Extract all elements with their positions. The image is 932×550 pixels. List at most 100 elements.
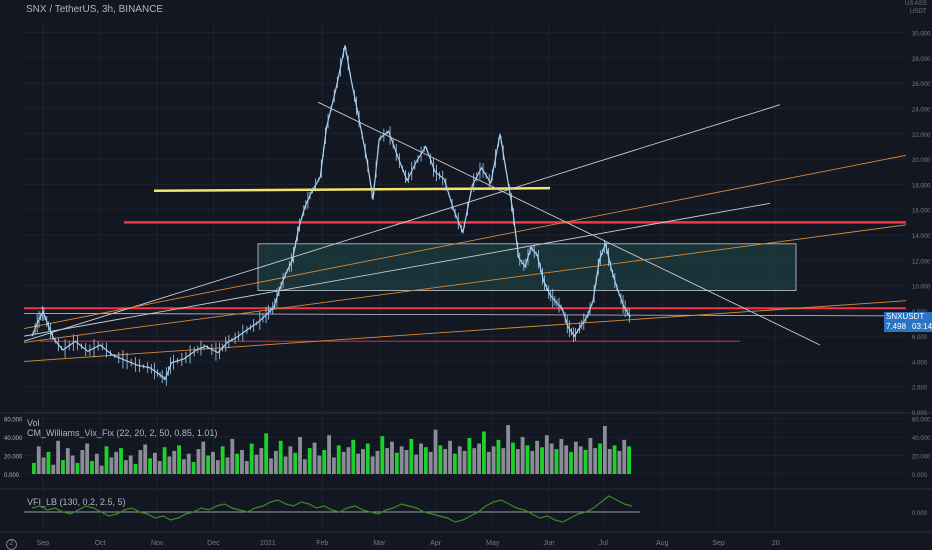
vix-tick-label: 60.000	[912, 418, 931, 424]
currency-top: US ASS	[905, 1, 927, 7]
vix-bar	[530, 450, 535, 474]
price-tick-label: 30.000	[912, 32, 931, 38]
vix-bar	[482, 431, 486, 474]
vix-bar	[51, 464, 56, 474]
time-tick-label: 2021	[260, 540, 276, 547]
vix-bar	[302, 459, 307, 474]
vix-tick-label: 20.000	[912, 455, 931, 461]
vix-bar	[317, 455, 322, 474]
vix-bar	[583, 450, 588, 474]
vix-bar	[259, 448, 264, 474]
vfi-tick-label: 0.000	[912, 511, 928, 517]
vix-bar	[394, 452, 399, 474]
price-series	[31, 45, 631, 386]
vix-bar	[298, 437, 302, 474]
time-tick-label: Mar	[373, 540, 386, 547]
price-badge-symbol: SNXUSDT	[886, 312, 925, 321]
price-tick-label: 10.000	[912, 285, 931, 291]
price-tick-label: 0.000	[912, 411, 928, 417]
vix-bar	[75, 462, 80, 474]
range-box	[257, 243, 797, 292]
z-icon[interactable]: Z	[6, 539, 17, 550]
vix-bar	[283, 456, 288, 474]
vix-left-label: 0.000	[4, 473, 20, 479]
vix-bar	[196, 449, 201, 474]
vix-bar	[496, 439, 501, 474]
vix-bar	[385, 448, 390, 474]
price-tick-label: 4.000	[912, 360, 928, 366]
vix-indicator-label[interactable]: CM_Williams_Vix_Fix (22, 20, 2, 50, 0.85…	[27, 428, 218, 438]
vfi-pane	[24, 495, 640, 523]
vix-bar	[549, 443, 554, 474]
trend-line	[23, 224, 907, 343]
vix-bar	[511, 442, 515, 474]
vix-bar	[627, 446, 631, 474]
vix-bar	[46, 451, 51, 474]
vix-bar	[41, 457, 46, 474]
vix-bar	[617, 450, 622, 474]
vix-left-label: 20.000	[4, 455, 23, 461]
vix-bar	[607, 449, 612, 474]
vfi-indicator-label[interactable]: VFI_LB (130, 0.2, 2.5, 5)	[27, 497, 126, 507]
time-axis: Sep Oct Nov Dec 2021 Feb Mar Apr May Jun Jul Aug Sep…	[37, 540, 780, 547]
vix-bar	[525, 445, 530, 474]
flat-line	[23, 312, 907, 317]
symbol-title[interactable]: SNX / TetherUS, 3h, BINANCE	[26, 4, 164, 15]
vix-bar	[588, 438, 593, 474]
time-tick-label: Jul	[599, 540, 608, 547]
vix-bar	[351, 439, 356, 474]
vix-bar	[307, 448, 312, 474]
vix-bar	[157, 461, 162, 474]
vix-bar	[80, 450, 85, 474]
trend-line	[23, 154, 907, 329]
vix-bar	[622, 439, 627, 474]
vix-bar	[201, 441, 206, 474]
time-tick-label: 20	[772, 540, 780, 547]
vix-left-label: 40.000	[4, 436, 23, 442]
price-tick-label: 26.000	[912, 82, 931, 88]
price-line	[31, 45, 631, 381]
vix-bar	[172, 450, 177, 474]
vix-bar	[128, 455, 133, 474]
vix-bar	[336, 445, 341, 474]
vix-bar	[380, 436, 385, 474]
vix-bar	[346, 447, 351, 474]
vix-bar	[501, 448, 506, 474]
time-tick-label: May	[486, 540, 500, 547]
vix-bar	[123, 460, 128, 474]
yellow-zone	[153, 186, 551, 192]
price-tick-label: 22.000	[912, 133, 931, 139]
z-icon-label: Z	[9, 541, 14, 547]
vix-bar	[569, 451, 573, 474]
vix-bar	[452, 453, 457, 474]
vix-bar	[94, 453, 99, 474]
vix-bar	[573, 441, 578, 474]
vix-bar	[559, 438, 564, 474]
vix-bar	[240, 450, 244, 474]
trend-line	[317, 101, 821, 346]
vix-bar	[457, 446, 462, 474]
vix-bar	[186, 453, 191, 474]
vix-bar	[211, 451, 215, 474]
time-tick-label: Feb	[316, 540, 328, 547]
volume-indicator-label[interactable]: Vol	[27, 418, 40, 428]
vix-bar	[312, 442, 317, 474]
vix-bar	[70, 455, 75, 474]
vix-bar	[65, 448, 70, 474]
vix-bar	[515, 449, 520, 474]
vix-bar	[375, 450, 380, 474]
vix-bar	[423, 447, 428, 474]
time-tick-label: Sep	[37, 540, 50, 547]
vix-bar	[506, 425, 511, 474]
vix-bar	[433, 429, 438, 474]
vix-bar	[138, 450, 143, 474]
vix-bar	[191, 462, 196, 474]
vix-bar	[109, 457, 114, 474]
vix-bar	[278, 440, 283, 474]
vix-bar	[409, 438, 414, 474]
price-tick-label: 2.000	[912, 386, 928, 392]
vix-bar	[230, 438, 235, 474]
vix-bar	[288, 446, 293, 474]
currency-unit[interactable]: USDT	[910, 9, 927, 15]
